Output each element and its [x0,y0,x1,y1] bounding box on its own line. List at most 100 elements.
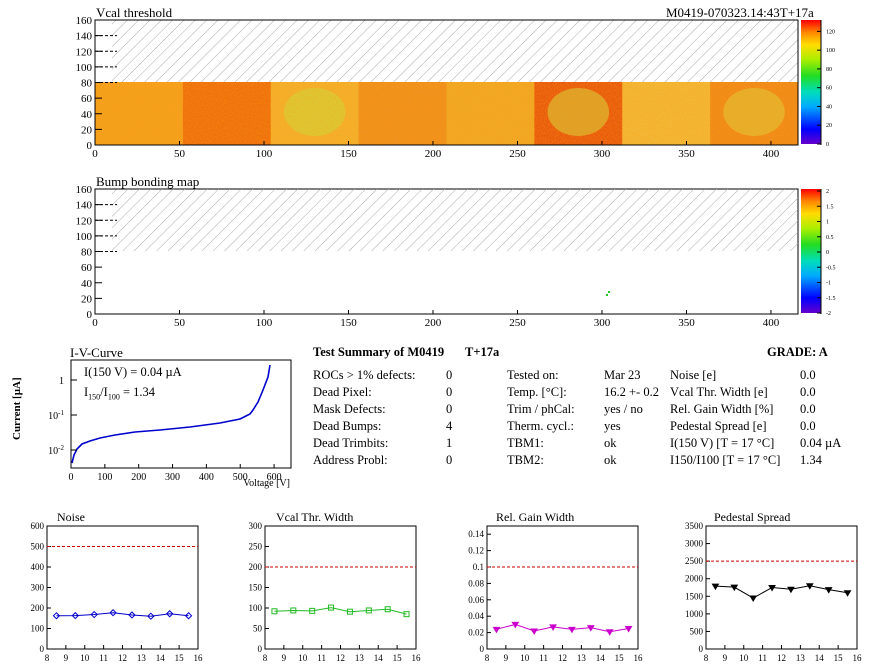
iv-y-tick: 10-1 [48,409,64,422]
iv-y-tick: 1 [59,376,64,387]
mini-chart-frame [264,525,417,650]
data-point [624,626,633,633]
iv-x-tick: 100 [97,472,112,483]
data-point [271,608,278,615]
data-point [403,611,410,618]
summary-label: Rel. Gain Width [%] [670,402,774,416]
summary-label: Mask Defects: [313,402,386,416]
colorbar-tick: 40 [826,104,832,110]
mini-chart-title: Noise [57,510,85,524]
iv-y-tick: 10-2 [48,444,64,457]
summary-value: 0.0 [800,385,816,399]
summary-label: Tested on: [507,368,559,382]
summary-label: Vcal Thr. Width [e] [670,385,768,399]
iv-curve [71,364,271,464]
summary-label: Dead Pixel: [313,385,372,399]
map-x-tick: 100 [256,148,273,160]
mini-y-tick: 0.12 [468,546,484,556]
summary-label: TBM1: [507,436,544,450]
map-x-tick: 300 [594,317,611,329]
data-point [511,621,520,629]
mini-y-tick: 200 [249,562,263,572]
data-point [749,595,758,603]
mini-x-tick: 13 [355,653,365,663]
iv-annot1: I(150 V) = 0.04 µA [84,365,182,379]
mini-y-tick: 0.1 [473,562,484,572]
vcal-title: Vcal threshold [96,5,173,20]
mini-y-tick: 0.02 [468,628,484,638]
colorbar-tick: 0.5 [826,235,834,241]
map-x-tick: 250 [509,317,526,329]
map-x-tick: 400 [763,317,780,329]
iv-frame [70,359,292,469]
summary-title: Test Summary of M0419 [313,345,445,359]
map-y-tick: 100 [76,231,93,243]
data-point [711,583,720,591]
bump-title: Bump bonding map [96,174,200,189]
data-point [384,606,391,613]
colorbar-tick: -1.5 [826,296,836,302]
map-x-tick: 400 [763,148,780,160]
mini-x-tick: 10 [80,653,90,663]
iv-x-tick: 400 [199,472,214,483]
mini-y-tick: 0 [40,644,45,654]
data-point [128,611,136,619]
summary-value: 0.0 [800,368,816,382]
map-y-tick: 80 [81,247,93,259]
map-x-tick: 200 [425,148,442,160]
mini-x-tick: 10 [520,653,530,663]
map-x-tick: 100 [256,317,273,329]
mini-x-tick: 10 [739,653,749,663]
summary-value: 0 [446,385,453,399]
colorbar-tick: 0 [826,250,829,256]
map-y-tick: 120 [76,215,93,227]
bump-colorbar [801,189,821,313]
iv-x-tick: 0 [69,472,74,483]
map-y-tick: 160 [76,15,93,27]
colorbar-tick: 120 [826,29,835,35]
mini-y-tick: 100 [31,624,45,634]
mini-x-tick: 8 [704,653,709,663]
mini-chart-title: Rel. Gain Width [496,510,574,524]
summary-label: TBM2: [507,453,544,467]
mini-x-tick: 11 [317,653,326,663]
summary-value: 0 [446,453,453,467]
colorbar-tick: 80 [826,67,832,73]
mini-x-tick: 13 [796,653,806,663]
colorbar-tick: 20 [826,123,832,129]
mini-x-tick: 14 [156,653,166,663]
iv-title: I-V-Curve [70,345,123,360]
mini-x-tick: 15 [834,653,844,663]
data-point [90,610,98,619]
mini-x-tick: 15 [175,653,185,663]
mini-y-tick: 3000 [685,539,704,549]
mini-y-tick: 300 [31,583,45,593]
summary-value: ok [604,453,617,467]
map-y-tick: 140 [76,31,93,43]
mini-y-tick: 3500 [685,521,704,531]
mini-x-tick: 9 [64,653,69,663]
data-point [309,607,316,614]
mini-y-tick: 0.08 [468,578,484,588]
summary-label: Dead Bumps: [313,419,382,433]
colorbar-tick: 0 [826,142,829,148]
mini-y-tick: 0 [699,644,704,654]
data-point [365,607,372,614]
mini-x-tick: 14 [374,653,384,663]
mini-x-tick: 8 [263,653,268,663]
mini-x-tick: 9 [504,653,509,663]
mini-y-tick: 0 [258,644,263,654]
mini-x-tick: 11 [99,653,108,663]
mini-y-tick: 0.14 [468,529,484,539]
mini-x-tick: 16 [194,653,204,663]
summary-label: I(150 V) [T = 17 °C] [670,436,775,450]
map-y-tick: 80 [81,78,93,90]
map-x-tick: 150 [340,317,357,329]
summary-label: Noise [e] [670,368,717,382]
map-y-tick: 20 [81,293,93,305]
grade-label: GRADE: A [767,345,828,359]
data-point [805,583,814,590]
series-line [274,607,407,615]
bump-map [94,188,799,315]
